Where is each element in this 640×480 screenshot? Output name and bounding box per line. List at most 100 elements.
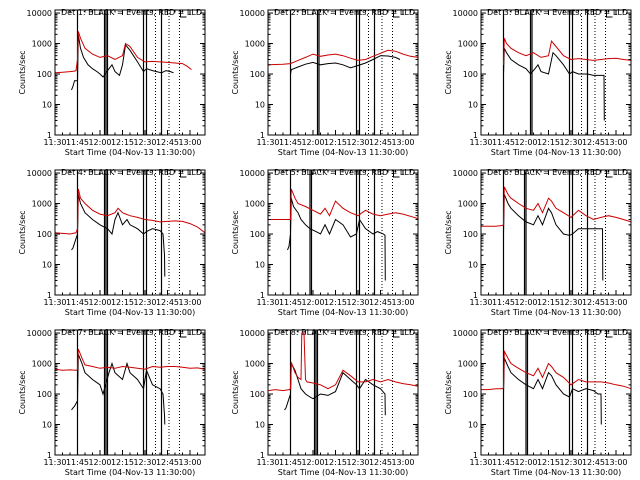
chart-title: Det 3: BLACK = Events, RED = LLD: [487, 8, 628, 17]
x-tick-label: 11:30: [469, 458, 492, 467]
x-tick-label: 12:00: [514, 298, 537, 307]
chart-panel: Det 2: BLACK = Events, RED = LLD Counts/s…: [231, 8, 419, 157]
y-tick-label: 10: [255, 101, 265, 110]
x-tick-label: 11:45: [66, 298, 89, 307]
y-tick-label: 1: [260, 131, 265, 140]
x-tick-label: 12:15: [324, 458, 347, 467]
x-tick-label: 13:00: [604, 138, 627, 147]
x-tick-label: 12:15: [111, 458, 134, 467]
chart-title: Det 9: BLACK = Events, RED = LLD: [487, 328, 628, 337]
events-series-line: [503, 48, 605, 121]
y-tick-label: 100: [463, 390, 478, 399]
x-tick-label: 13:00: [391, 298, 414, 307]
x-tick-label: 12:45: [156, 458, 179, 467]
flag-marker: [606, 170, 613, 178]
y-axis-label: Counts/sec: [231, 210, 240, 254]
flag-marker: [606, 330, 613, 338]
events-series-line: [71, 34, 174, 91]
x-tick-label: 12:45: [156, 138, 179, 147]
chart-panel: Det 4: BLACK = Events, RED = LLD Counts/s…: [18, 168, 206, 317]
x-axis-label: Start Time (04-Nov-13 11:30:00): [491, 148, 621, 157]
y-tick-label: 10: [42, 101, 52, 110]
x-tick-label: 13:00: [178, 298, 201, 307]
x-tick-label: 12:15: [111, 298, 134, 307]
x-tick-label: 11:45: [66, 458, 89, 467]
y-tick-label: 1000: [32, 200, 52, 209]
x-tick-label: 13:00: [178, 458, 201, 467]
x-tick-label: 11:30: [256, 298, 279, 307]
chart-panel: Det 5: BLACK = Events, RED = LLD Counts/s…: [231, 168, 419, 317]
y-tick-label: 1: [260, 451, 265, 460]
lld-series-line: [267, 49, 419, 66]
x-tick-label: 12:00: [88, 458, 111, 467]
y-tick-label: 100: [250, 230, 265, 239]
x-tick-label: 11:30: [469, 298, 492, 307]
x-tick-label: 13:00: [604, 458, 627, 467]
chart-panel: Det 7: BLACK = Events, RED = LLD Counts/s…: [18, 328, 206, 477]
y-tick-label: 100: [463, 70, 478, 79]
y-tick-label: 10: [255, 261, 265, 270]
y-tick-label: 1000: [245, 360, 265, 369]
x-tick-label: 11:30: [256, 138, 279, 147]
flag-marker: [180, 330, 187, 338]
y-tick-label: 1: [473, 291, 478, 300]
chart-panel: Det 6: BLACK = Events, RED = LLD Counts/s…: [444, 168, 632, 317]
x-axis-label: Start Time (04-Nov-13 11:30:00): [65, 468, 195, 477]
flag-marker: [393, 330, 400, 338]
x-tick-label: 12:30: [346, 458, 369, 467]
lld-series-line: [503, 38, 632, 65]
x-tick-label: 12:45: [582, 298, 605, 307]
y-tick-label: 100: [463, 230, 478, 239]
y-tick-label: 10000: [240, 329, 265, 338]
y-tick-label: 10: [468, 261, 478, 270]
chart-title: Det 4: BLACK = Events, RED = LLD: [61, 168, 202, 177]
chart-panel: Det 9: BLACK = Events, RED = LLD Counts/s…: [444, 328, 632, 477]
chart-title: Det 5: BLACK = Events, RED = LLD: [274, 168, 415, 177]
x-tick-label: 12:45: [582, 138, 605, 147]
flag-marker: [180, 170, 187, 178]
x-tick-label: 12:00: [88, 298, 111, 307]
x-tick-label: 11:45: [279, 298, 302, 307]
x-tick-label: 12:15: [111, 138, 134, 147]
x-tick-label: 12:30: [346, 138, 369, 147]
y-tick-label: 10000: [453, 329, 478, 338]
x-tick-label: 11:45: [492, 298, 515, 307]
y-tick-label: 1000: [32, 40, 52, 49]
x-tick-label: 12:00: [88, 138, 111, 147]
y-tick-label: 10: [42, 261, 52, 270]
x-tick-label: 12:00: [514, 138, 537, 147]
y-tick-label: 1: [473, 131, 478, 140]
x-tick-label: 12:45: [582, 458, 605, 467]
chart-panel: Det 1: BLACK = Events, RED = LLD Counts/s…: [18, 8, 206, 157]
x-tick-label: 11:30: [43, 458, 66, 467]
y-tick-label: 1: [47, 451, 52, 460]
x-axis-label: Start Time (04-Nov-13 11:30:00): [278, 468, 408, 477]
y-tick-label: 1000: [245, 40, 265, 49]
y-tick-label: 10000: [240, 169, 265, 178]
x-tick-label: 12:15: [324, 138, 347, 147]
y-tick-label: 10000: [453, 9, 478, 18]
flag-marker: [393, 170, 400, 178]
x-tick-label: 12:15: [324, 298, 347, 307]
x-tick-label: 12:45: [369, 298, 392, 307]
y-tick-label: 10000: [27, 9, 52, 18]
x-tick-label: 13:00: [604, 298, 627, 307]
y-tick-label: 10: [42, 421, 52, 430]
x-tick-label: 11:45: [492, 138, 515, 147]
y-tick-label: 1000: [458, 360, 478, 369]
x-tick-label: 12:00: [301, 298, 324, 307]
y-tick-label: 10: [468, 421, 478, 430]
chart-panel: Det 8: BLACK = Events, RED = LLD Counts/s…: [231, 328, 419, 477]
y-tick-label: 10000: [453, 169, 478, 178]
y-axis-label: Counts/sec: [444, 370, 453, 414]
y-tick-label: 1000: [458, 200, 478, 209]
x-tick-label: 11:30: [43, 298, 66, 307]
flag-marker: [606, 10, 613, 18]
events-series-line: [503, 194, 604, 281]
lld-series-line: [481, 186, 632, 227]
x-tick-label: 12:30: [133, 458, 156, 467]
y-tick-label: 1: [47, 291, 52, 300]
chart-panel: Det 3: BLACK = Events, RED = LLD Counts/s…: [444, 8, 632, 157]
x-axis-label: Start Time (04-Nov-13 11:30:00): [491, 308, 621, 317]
